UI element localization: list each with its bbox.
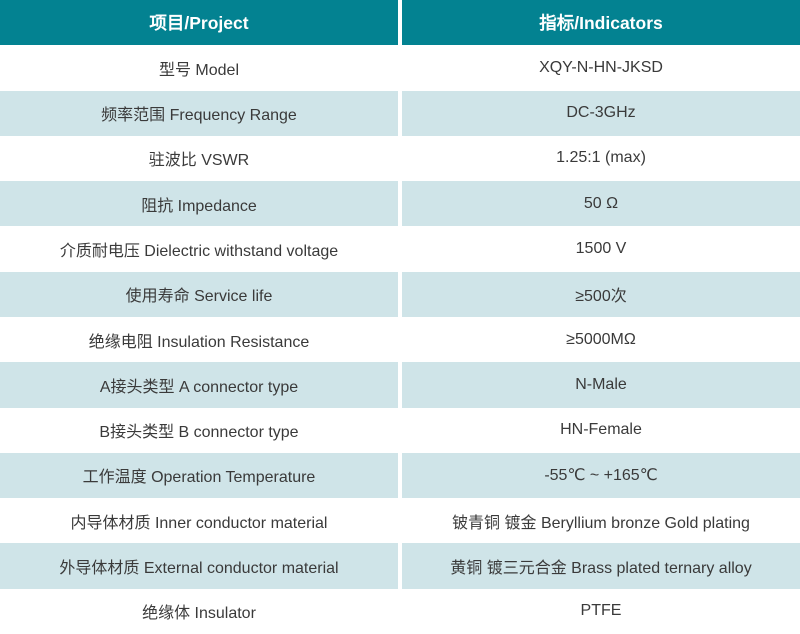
indicator-cell: 50 Ω: [402, 181, 800, 227]
indicator-cell: PTFE: [402, 588, 800, 634]
project-cell: 型号 Model: [0, 45, 398, 91]
table-row: 介质耐电压 Dielectric withstand voltage 1500 …: [0, 226, 800, 272]
indicator-cell: DC-3GHz: [402, 90, 800, 136]
table-row: 阻抗 Impedance 50 Ω: [0, 181, 800, 227]
indicator-cell: 黄铜 镀三元合金 Brass plated ternary alloy: [402, 543, 800, 589]
table-row: A接头类型 A connector type N-Male: [0, 362, 800, 408]
project-cell: 绝缘体 Insulator: [0, 588, 398, 634]
column-divider: [398, 0, 402, 46]
table-row: 工作温度 Operation Temperature -55℃ ~ +165℃: [0, 452, 800, 499]
project-cell: 工作温度 Operation Temperature: [0, 452, 398, 499]
project-cell: 阻抗 Impedance: [0, 181, 398, 227]
column-divider: [398, 181, 402, 227]
column-divider: [398, 407, 402, 453]
column-divider: [398, 498, 402, 544]
indicator-cell: 1.25:1 (max): [402, 135, 800, 182]
column-divider: [398, 135, 402, 182]
project-cell: B接头类型 B connector type: [0, 407, 398, 453]
table-row: 频率范围 Frequency Range DC-3GHz: [0, 90, 800, 136]
project-cell: 使用寿命 Service life: [0, 271, 398, 317]
project-cell: 内导体材质 Inner conductor material: [0, 498, 398, 544]
column-divider: [398, 45, 402, 91]
column-divider: [398, 90, 402, 136]
table-row: 外导体材质 External conductor material 黄铜 镀三元…: [0, 543, 800, 589]
indicator-cell: -55℃ ~ +165℃: [402, 452, 800, 499]
project-cell: 介质耐电压 Dielectric withstand voltage: [0, 226, 398, 272]
indicator-cell: XQY-N-HN-JKSD: [402, 45, 800, 91]
indicator-cell: ≥5000MΩ: [402, 316, 800, 363]
column-divider: [398, 271, 402, 317]
table-row: 驻波比 VSWR 1.25:1 (max): [0, 135, 800, 182]
project-cell: 外导体材质 External conductor material: [0, 543, 398, 589]
column-divider: [398, 588, 402, 634]
column-divider: [398, 452, 402, 499]
project-cell: 绝缘电阻 Insulation Resistance: [0, 316, 398, 363]
project-cell: 频率范围 Frequency Range: [0, 90, 398, 136]
header-cell-indicators: 指标/Indicators: [402, 0, 800, 46]
table-row: 绝缘体 Insulator PTFE: [0, 588, 800, 634]
column-divider: [398, 226, 402, 272]
table-row: 绝缘电阻 Insulation Resistance ≥5000MΩ: [0, 316, 800, 363]
table-row: 使用寿命 Service life ≥500次: [0, 271, 800, 317]
project-cell: A接头类型 A connector type: [0, 362, 398, 408]
project-cell: 驻波比 VSWR: [0, 135, 398, 182]
table-row: B接头类型 B connector type HN-Female: [0, 407, 800, 453]
indicator-cell: N-Male: [402, 362, 800, 408]
header-cell-project: 项目/Project: [0, 0, 398, 46]
table-row: 内导体材质 Inner conductor material 铍青铜 镀金 Be…: [0, 498, 800, 544]
column-divider: [398, 316, 402, 363]
column-divider: [398, 543, 402, 589]
table-header-row: 项目/Project 指标/Indicators: [0, 0, 800, 46]
table-row: 型号 Model XQY-N-HN-JKSD: [0, 45, 800, 91]
indicator-cell: 1500 V: [402, 226, 800, 272]
indicator-cell: ≥500次: [402, 271, 800, 317]
indicator-cell: 铍青铜 镀金 Beryllium bronze Gold plating: [402, 498, 800, 544]
indicator-cell: HN-Female: [402, 407, 800, 453]
column-divider: [398, 362, 402, 408]
